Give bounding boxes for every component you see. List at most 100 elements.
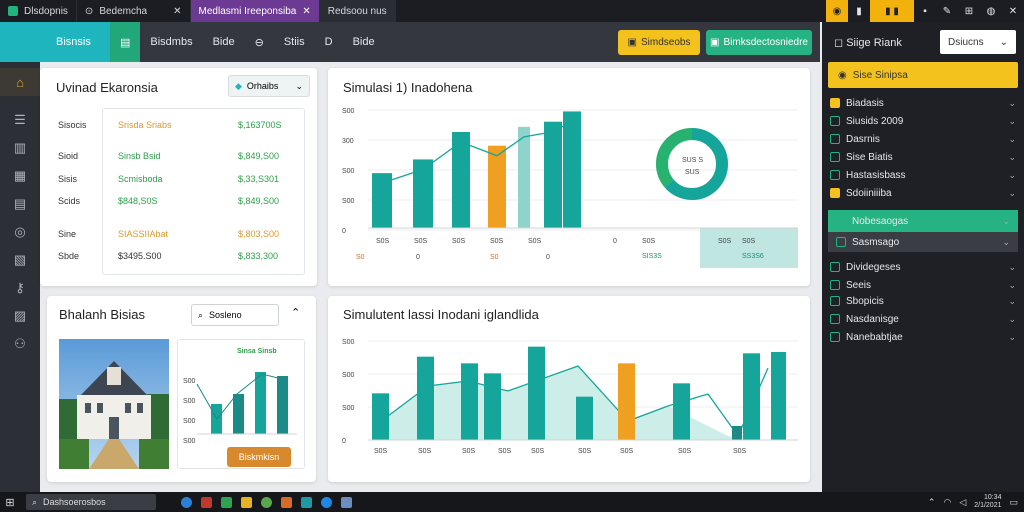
checkbox-icon [830, 314, 840, 324]
card-building: Bhalanh Bisias ⌕ Sosleno ⌃ Sinsa Sinsb S00… [47, 296, 316, 482]
taskbar-search[interactable]: ⌕ Dashsoerosbos [26, 494, 156, 510]
book-icon[interactable]: ▮ [856, 5, 862, 17]
edit-icon[interactable]: ▧ [13, 252, 27, 267]
panel-item[interactable]: Sise Biatis ⌄ [830, 148, 1016, 166]
settings-icon[interactable]: ◎ [14, 224, 26, 239]
yellow-action-button[interactable]: ▣ Simdseobs [618, 30, 700, 55]
x-tick-label: S0S [376, 238, 390, 245]
close-icon[interactable]: ✕ [302, 5, 311, 17]
panel-select[interactable]: Dsiucns ⌄ [940, 30, 1016, 54]
table-icon: ▤ [120, 36, 131, 49]
tab-1[interactable]: Dlsdopnis [0, 0, 77, 22]
table-cell: S0S [742, 238, 756, 245]
y-tick-label: S00 [342, 339, 355, 346]
y-tick-label: S00 [183, 438, 196, 445]
user-icon[interactable]: ◍ [986, 5, 996, 17]
panel-item-label: Sdoiiniiiba [846, 187, 892, 199]
list-icon[interactable]: ☰ [14, 112, 26, 127]
panel-item[interactable]: Sbopicis ⌄ [830, 292, 1016, 310]
network-icon[interactable]: ◠ [943, 496, 952, 507]
y-tick-label: S00 [342, 108, 355, 115]
row-name: $3495.S00 [118, 251, 162, 261]
chart-bar [563, 111, 581, 228]
folder-icon[interactable] [236, 492, 256, 512]
notification-icon[interactable]: ▭ [1009, 496, 1018, 507]
panel-item[interactable]: Sasmsago ⌄ [828, 232, 1018, 252]
app-icon[interactable] [336, 492, 356, 512]
save-icon[interactable]: ▪ [923, 5, 927, 17]
bar-area-chart: S00 S00 S00 0 S0S S0S S0S S0S S0S S0S S0S S0S S0S [342, 339, 798, 455]
grid-icon[interactable]: ⊞ [964, 5, 974, 17]
panel-item[interactable]: Nanebabtjae ⌄ [830, 328, 1016, 346]
panel-item[interactable]: Siusids 2009 ⌄ [830, 112, 1016, 130]
chart-icon[interactable]: ▥ [13, 140, 27, 155]
panel-item[interactable]: Hastasisbass ⌄ [830, 166, 1016, 184]
nav-chart-btn[interactable]: ▤ [110, 22, 141, 62]
row-value: $,833,300 [238, 251, 279, 261]
panel-item[interactable]: Dasrnis ⌄ [830, 130, 1016, 148]
bar-icon[interactable]: ▨ [13, 308, 27, 323]
report-icon[interactable]: ▤ [13, 196, 27, 211]
nav-item-4[interactable]: Bide [352, 36, 375, 48]
folder-icon[interactable]: ▮ ▮ [870, 0, 914, 22]
panel-item[interactable]: Biadasis ⌄ [830, 94, 1016, 112]
close-icon[interactable]: ✕ [173, 5, 182, 17]
green-action-button[interactable]: ▣ Bimksdectosniedre [706, 30, 812, 55]
chevron-up-icon[interactable]: ⌃ [291, 307, 301, 319]
panel-item-label: Sasmsago [852, 236, 900, 248]
tab-3-active[interactable]: Medlasmi Ireeponsiba ✕ [190, 0, 320, 22]
panel-highlight[interactable]: ◉ Sise Sinipsa [828, 62, 1018, 88]
media-icon[interactable] [196, 492, 216, 512]
footer-value: S0 [356, 254, 365, 261]
tab-2[interactable]: ⊙ Bedemcha ✕ [77, 0, 191, 22]
trend-line [381, 120, 573, 184]
chart-bar [372, 173, 392, 228]
tool-icon[interactable]: ✎ [942, 5, 952, 17]
x-tick-label: S0S [678, 448, 692, 455]
action-button[interactable]: Biskmkisn [227, 447, 291, 467]
panel-item[interactable]: Nobesaogas ⌄ [828, 210, 1018, 232]
chart-bar [576, 396, 593, 440]
search-input[interactable]: ⌕ Sosleno [191, 304, 279, 326]
chart-bar [461, 363, 478, 440]
checkbox-icon [830, 332, 840, 342]
nav-item-2[interactable]: Bide [212, 36, 235, 48]
row-name: Scmisboda [118, 174, 163, 184]
chevron-down-icon: ⌄ [1008, 151, 1016, 162]
mail-icon[interactable] [276, 492, 296, 512]
key-icon[interactable]: ⚷ [15, 280, 25, 295]
notify-icon[interactable]: ◉ [826, 0, 848, 22]
windows-icon[interactable]: ⊞ [5, 496, 15, 509]
chart-bar [673, 383, 690, 440]
nav-gear[interactable]: ⊖ [245, 22, 274, 62]
people-icon[interactable]: ⚇ [14, 336, 26, 351]
panel-item[interactable]: Sdoiiniiiba ⌄ [830, 184, 1016, 202]
panel-item-label: Seeis [846, 279, 872, 291]
store-icon[interactable] [296, 492, 316, 512]
nav-d[interactable]: D [315, 22, 343, 62]
panel-item-label: Nobesaogas [852, 215, 909, 227]
close-window-icon[interactable]: ✕ [1008, 5, 1018, 17]
volume-icon[interactable]: ◁ [959, 496, 967, 507]
doc-icon: D [324, 36, 333, 48]
footer-value: 0 [546, 254, 550, 261]
tab-4[interactable]: Redsoou nus [319, 0, 396, 22]
chart-bar [484, 373, 501, 440]
panel-item[interactable]: Dividegeses ⌄ [830, 258, 1016, 276]
panel-item[interactable]: Seeis ⌄ [830, 276, 1016, 294]
nav-item-1[interactable]: Bisdmbs [150, 36, 193, 48]
edge-icon[interactable] [176, 492, 196, 512]
files-icon[interactable] [216, 492, 236, 512]
filter-dropdown[interactable]: ◆ Orhaibs ⌄ [228, 75, 310, 97]
chrome-icon[interactable] [256, 492, 276, 512]
chevron-down-icon: ⌄ [1002, 215, 1010, 226]
clock[interactable]: 10:34 2/1/2021 [974, 494, 1002, 509]
nav-brand[interactable]: Bisnsis [0, 22, 110, 62]
group-icon[interactable]: ▦ [13, 168, 27, 183]
browser-icon[interactable] [316, 492, 336, 512]
nav-item-3[interactable]: Stiis [283, 36, 305, 48]
up-arrow-icon[interactable]: ⌃ [927, 496, 936, 507]
home-icon[interactable]: ⌂ [0, 68, 40, 96]
panel-item[interactable]: Nasdanisge ⌄ [830, 310, 1016, 328]
